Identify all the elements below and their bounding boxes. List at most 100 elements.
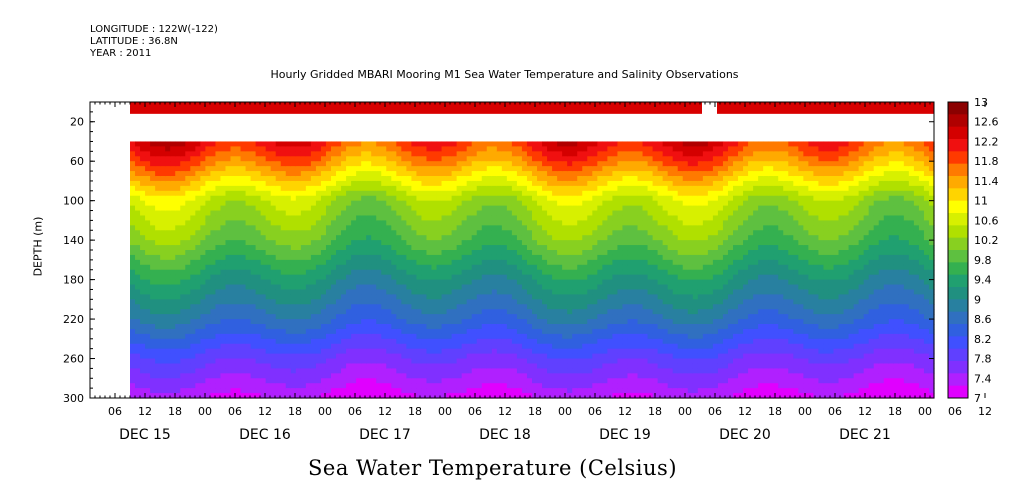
heatmap-cell — [250, 363, 257, 369]
heatmap-cell — [300, 328, 307, 335]
heatmap-cell — [215, 166, 222, 172]
heatmap-cell — [270, 309, 277, 315]
heatmap-cell — [240, 348, 247, 355]
heatmap-cell — [396, 156, 402, 162]
heatmap-cell — [426, 368, 433, 374]
heatmap-cell — [175, 378, 181, 384]
heatmap-cell — [200, 378, 206, 384]
heatmap-cell — [140, 373, 146, 379]
heatmap-cell — [295, 328, 302, 335]
heatmap-cell — [587, 348, 593, 355]
heatmap-cell — [607, 319, 613, 325]
heatmap-cell — [391, 210, 397, 217]
heatmap-cell — [250, 210, 257, 217]
heatmap-cell — [225, 299, 232, 305]
heatmap-cell — [366, 319, 372, 325]
heatmap-cell — [496, 358, 503, 365]
heatmap-cell — [486, 368, 493, 374]
heatmap-cell — [371, 215, 377, 221]
heatmap-cell — [491, 240, 498, 246]
heatmap-cell — [270, 348, 277, 355]
heatmap-cell — [285, 264, 292, 271]
heatmap-cell — [547, 353, 553, 360]
heatmap-cell — [336, 373, 342, 379]
heatmap-cells — [130, 141, 935, 399]
heatmap-cell — [130, 304, 136, 310]
heatmap-cell — [336, 289, 342, 295]
heatmap-cell — [175, 171, 181, 177]
heatmap-cell — [190, 185, 196, 192]
heatmap-cell — [210, 146, 217, 152]
heatmap-cell — [245, 279, 252, 286]
heatmap-cell — [250, 368, 257, 374]
heatmap-cell — [431, 358, 438, 365]
heatmap-cell — [506, 264, 513, 271]
heatmap-cell — [135, 166, 141, 172]
heatmap-cell — [587, 245, 593, 251]
heatmap-cell — [401, 210, 407, 217]
heatmap-cell — [145, 215, 151, 221]
heatmap-cell — [320, 141, 327, 147]
heatmap-cell — [180, 146, 186, 152]
heatmap-cell — [310, 250, 317, 256]
heatmap-cell — [526, 289, 533, 295]
heatmap-cell — [506, 210, 513, 217]
heatmap-cell — [567, 363, 573, 369]
heatmap-cell — [411, 141, 418, 147]
heatmap-cell — [526, 294, 533, 300]
heatmap-cell — [351, 388, 357, 394]
heatmap-cell — [511, 210, 518, 217]
heatmap-cell — [180, 185, 186, 192]
heatmap-cell — [225, 324, 232, 330]
heatmap-cell — [592, 269, 598, 276]
heatmap-cell — [295, 363, 302, 369]
heatmap-cell — [431, 378, 438, 384]
heatmap-cell — [456, 225, 463, 231]
heatmap-cell — [486, 299, 493, 305]
heatmap-cell — [230, 353, 237, 360]
heatmap-cell — [602, 176, 608, 182]
heatmap-cell — [130, 294, 136, 300]
heatmap-cell — [557, 195, 563, 202]
heatmap-cell — [160, 259, 166, 266]
heatmap-cell — [305, 274, 312, 281]
heatmap-cell — [461, 378, 468, 384]
heatmap-cell — [150, 343, 156, 350]
heatmap-cell — [411, 230, 418, 236]
heatmap-cell — [602, 166, 608, 172]
heatmap-cell — [155, 171, 161, 177]
heatmap-cell — [552, 250, 558, 256]
heatmap-cell — [225, 141, 232, 147]
heatmap-cell — [305, 338, 312, 345]
heatmap-cell — [356, 304, 362, 310]
heatmap-cell — [486, 254, 493, 261]
header-meta: LONGITUDE : 122W(-122) LATITUDE : 36.8N YE… — [90, 24, 218, 60]
heatmap-cell — [587, 176, 593, 182]
heatmap-cell — [436, 151, 443, 157]
heatmap-cell — [346, 141, 352, 147]
heatmap-cell — [305, 180, 312, 187]
heatmap-cell — [537, 333, 543, 340]
heatmap-cell — [421, 338, 428, 345]
heatmap-cell — [366, 185, 372, 192]
heatmap-cell — [160, 279, 166, 286]
heatmap-cell — [451, 338, 458, 345]
heatmap-cell — [310, 180, 317, 187]
heatmap-cell — [361, 333, 367, 340]
heatmap-cell — [562, 309, 568, 315]
heatmap-cell — [381, 269, 387, 276]
heatmap-cell — [456, 358, 463, 365]
heatmap-cell — [481, 230, 488, 236]
heatmap-cell — [265, 205, 272, 212]
heatmap-cell — [225, 171, 232, 177]
heatmap-cell — [200, 363, 206, 369]
heatmap-cell — [607, 141, 613, 147]
heatmap-cell — [200, 180, 206, 187]
heatmap-cell — [526, 338, 533, 345]
heatmap-cell — [466, 146, 473, 152]
heatmap-cell — [446, 393, 453, 399]
heatmap-cell — [320, 220, 327, 226]
heatmap-cell — [547, 146, 553, 152]
heatmap-cell — [250, 264, 257, 271]
heatmap-cell — [245, 205, 252, 212]
